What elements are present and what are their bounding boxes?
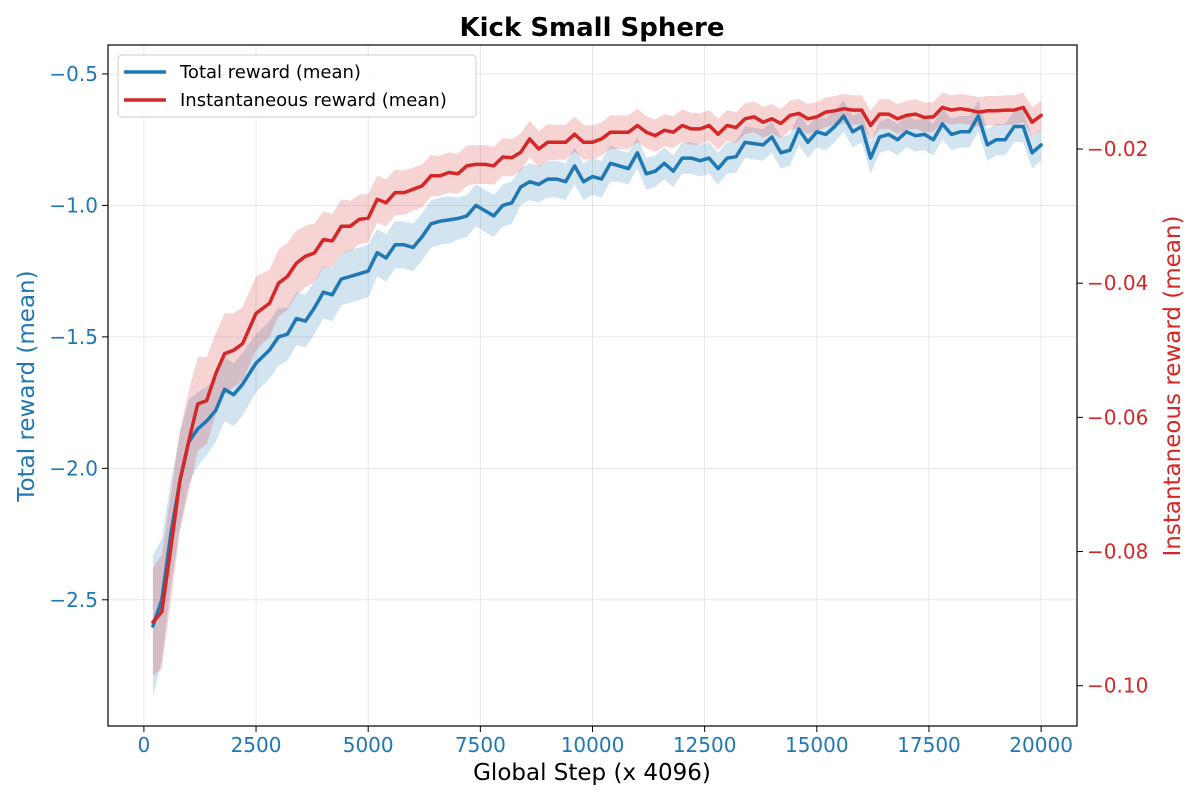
axis-ticks: 0 2500 5000 7500 10000 12500 15000 17500 20000 −2… xyxy=(49,62,1148,757)
x-tick-label: 5000 xyxy=(343,733,394,757)
x-tick-label: 20000 xyxy=(1009,733,1073,757)
right-y-tick-label: −0.02 xyxy=(1087,137,1148,161)
legend-frame xyxy=(117,54,477,118)
legend-label-instantaneous-reward: Instantaneous reward (mean) xyxy=(180,90,447,111)
left-y-axis-label: Total reward (mean) xyxy=(14,270,40,502)
left-y-tick-label: −0.5 xyxy=(49,62,98,86)
right-y-tick-label: −0.06 xyxy=(1087,405,1148,429)
x-tick-label: 0 xyxy=(138,733,151,757)
confidence-bands xyxy=(152,92,1042,698)
left-y-tick-label: −1.5 xyxy=(49,325,98,349)
legend: Total reward (mean) Instantaneous reward… xyxy=(117,54,477,118)
legend-label-total-reward: Total reward (mean) xyxy=(179,62,361,83)
left-y-tick-label: −2.5 xyxy=(49,588,98,612)
x-tick-label: 15000 xyxy=(785,733,849,757)
left-y-tick-label: −1.0 xyxy=(49,193,98,217)
right-y-tick-label: −0.08 xyxy=(1087,540,1148,564)
right-y-axis-label: Instantaneous reward (mean) xyxy=(1160,216,1186,557)
right-y-tick-label: −0.04 xyxy=(1087,271,1148,295)
series-lines xyxy=(151,105,1043,628)
x-tick-label: 7500 xyxy=(455,733,506,757)
total-reward-line xyxy=(151,114,1043,628)
x-tick-label: 2500 xyxy=(231,733,282,757)
grid xyxy=(108,45,1077,726)
left-y-tick-label: −2.0 xyxy=(49,456,98,480)
x-tick-label: 10000 xyxy=(561,733,625,757)
x-tick-label: 12500 xyxy=(673,733,737,757)
x-axis-label: Global Step (x 4096) xyxy=(473,760,711,786)
right-y-tick-label: −0.10 xyxy=(1087,674,1148,698)
total-reward-band xyxy=(152,100,1042,698)
x-tick-label: 17500 xyxy=(897,733,961,757)
instantaneous-reward-line xyxy=(151,105,1043,624)
chart-title: Kick Small Sphere xyxy=(460,13,725,43)
